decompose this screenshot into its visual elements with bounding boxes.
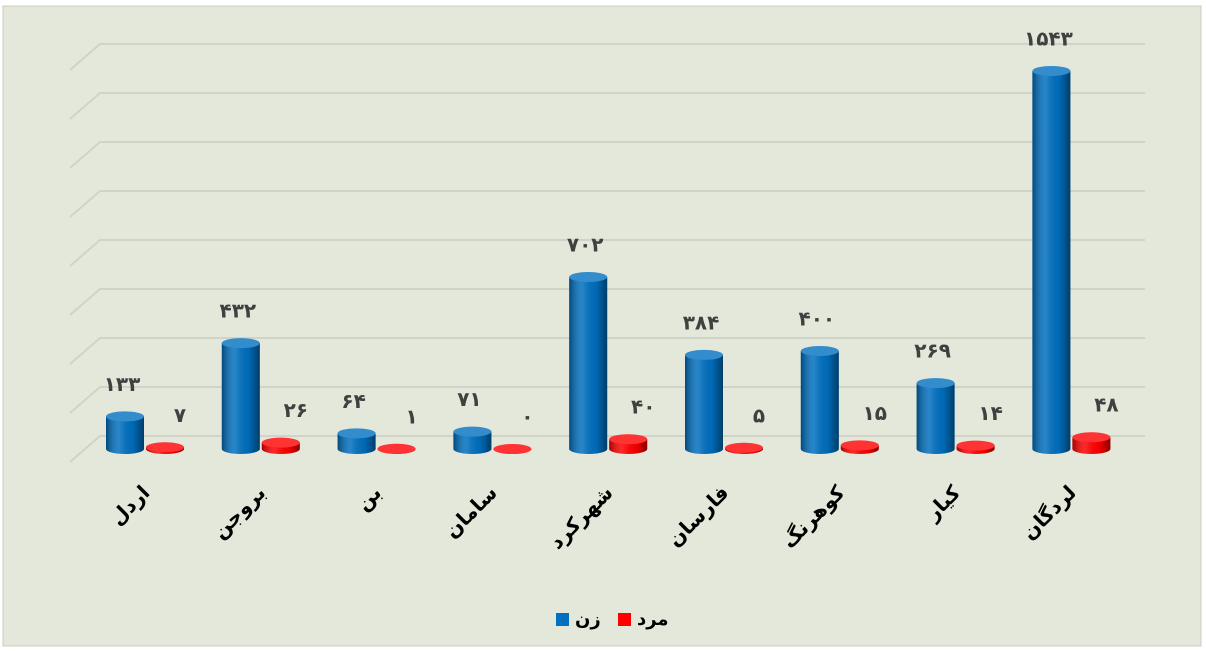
bar-top-light [725,442,763,453]
bar-top-light [453,426,492,437]
bar-top [221,338,260,349]
value-label: ۴۳۲ [219,299,256,323]
bar-top-light [956,440,995,451]
bar-top [725,442,763,453]
value-label: ۱۳۳ [104,372,141,396]
legend-label: زن [575,609,601,630]
bar-top-light [1072,432,1111,443]
bar-top-light [377,443,416,454]
bar-top-light [337,428,376,439]
bar-top [106,411,144,422]
bar-top [609,434,648,445]
value-label: ۱ [405,404,417,428]
bar-top [377,443,416,454]
legend-label: مرد [637,609,669,630]
value-label: ۷۰۲ [567,233,604,257]
bar-top-light [106,411,144,422]
value-label: ۱۵ [863,401,887,425]
grid-line [69,190,1145,218]
bar-top [569,272,608,283]
bar-top [840,440,879,451]
bar-top-light [609,434,648,445]
grid-line [69,435,1145,463]
value-label: ۵ [753,403,765,427]
value-label: ۴۰۰ [798,307,835,331]
bar-shade [800,351,839,454]
value-label: ۷۱ [457,387,481,411]
bar-top-light [261,437,300,448]
bar-top-light [800,346,839,356]
bar-shade [453,431,492,454]
bar-top-light [685,349,723,360]
bar-top-light [221,338,260,349]
bar-top [685,349,723,360]
bar-top [261,437,300,448]
grid-line [69,239,1145,267]
value-label: ۱۵۴۳ [1024,26,1073,50]
bar-top-light [146,442,184,453]
value-label: ۲۶ [284,398,308,422]
bar-shade [106,416,144,454]
bar-shade [1032,70,1071,454]
bar-top [1032,65,1071,76]
value-label: ۷ [174,403,186,427]
bar-shade [221,343,260,454]
grid-line [69,92,1145,120]
grid-line [69,288,1145,316]
legend-swatch [556,613,569,626]
legend-swatch [618,613,631,626]
bar-top [1072,432,1111,443]
bar-top [337,428,376,439]
bar-top [800,346,839,356]
value-label: ۳۸۴ [683,310,720,334]
bar-top [453,426,492,437]
bar-top [916,378,955,389]
bar-shade [337,433,376,454]
grid-line [69,141,1145,169]
bar-top-light [916,378,955,389]
bar-top-light [1032,65,1071,76]
bar-top [493,444,532,454]
grid-line [69,386,1145,414]
bar-shade [569,277,608,454]
value-label: ۲۶۹ [914,339,951,363]
bar-top [956,440,995,451]
bar-top [146,442,184,453]
bar-shade [685,354,723,454]
value-label: ۰ [521,405,533,429]
bar-top-light [569,272,608,283]
value-label: ۱۴ [978,401,1002,425]
value-label: ۴۰ [631,395,655,419]
bar-shade [916,383,955,454]
grid-line [69,43,1145,71]
bar-top-light [493,444,532,454]
grid-line [69,337,1145,365]
value-label: ۴۸ [1094,393,1118,417]
value-label: ۶۴ [341,389,365,413]
bar-top-light [840,440,879,451]
